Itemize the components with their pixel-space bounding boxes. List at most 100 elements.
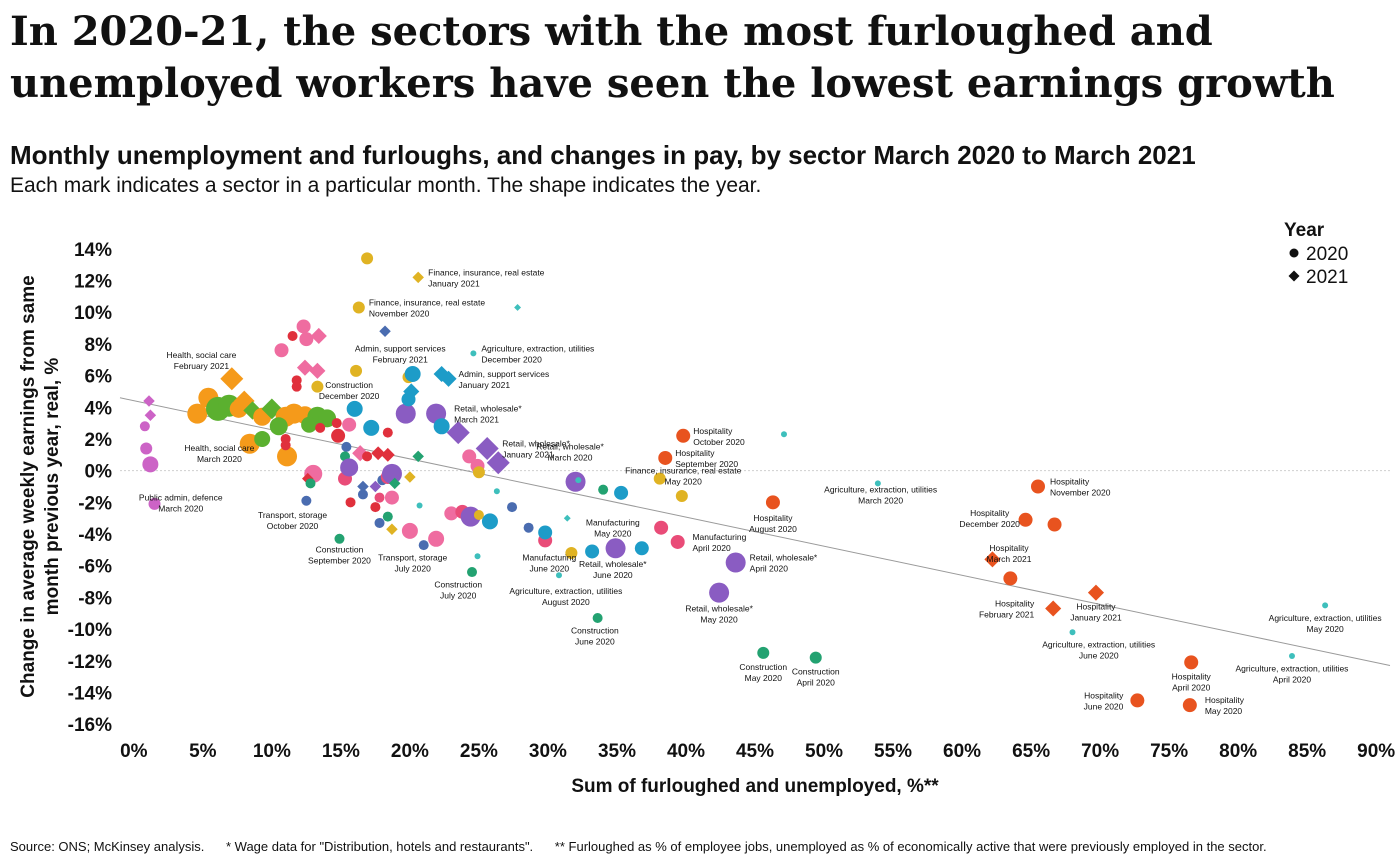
wage-data-note: * Wage data for "Distribution, hotels an…: [225, 839, 534, 854]
point-annotation: Retail, wholesale*: [685, 603, 753, 613]
chart-subtitle: Monthly unemployment and furloughs, and …: [10, 140, 1196, 170]
point-annotation: December 2020: [959, 519, 1020, 529]
data-point-diamond: [380, 447, 395, 462]
x-tick-label: 15%: [322, 741, 360, 762]
point-annotation: Retail, wholesale*: [579, 559, 647, 569]
data-point-circle: [538, 525, 553, 540]
point-annotation: February 2021: [979, 609, 1035, 619]
data-point-circle: [1184, 655, 1199, 670]
point-annotation: April 2020: [1172, 682, 1211, 692]
point-annotation: March 2021: [987, 554, 1032, 564]
x-tick-label: 60%: [943, 741, 981, 762]
data-point-circle: [1030, 479, 1045, 494]
data-point-circle: [363, 419, 380, 436]
point-annotation: April 2020: [750, 564, 789, 574]
y-tick-label: -6%: [78, 557, 112, 578]
data-point-diamond: [144, 409, 157, 421]
data-point-circle: [299, 332, 314, 347]
point-annotation: May 2020: [1205, 706, 1243, 716]
data-point-circle: [1130, 693, 1145, 708]
data-point-circle: [301, 495, 312, 506]
y-tick-label: -16%: [68, 715, 112, 736]
data-point-circle: [404, 366, 421, 383]
data-point-circle: [462, 449, 477, 464]
data-point-circle: [1288, 653, 1295, 660]
point-annotation: Transport, storage: [378, 553, 447, 563]
data-point-diamond: [352, 445, 369, 462]
point-annotation: Admin, support services: [355, 343, 446, 353]
data-point-circle: [352, 301, 365, 314]
point-annotation: September 2020: [675, 459, 738, 469]
data-point-circle: [274, 343, 289, 358]
point-annotation: Hospitality: [1205, 695, 1245, 705]
legend-label: 2020: [1306, 244, 1348, 265]
y-tick-label: 8%: [85, 335, 113, 356]
data-point-circle: [416, 502, 423, 509]
data-point-circle: [634, 541, 649, 556]
point-annotation: May 2020: [745, 673, 783, 683]
point-annotation: Agriculture, extraction, utilities: [509, 586, 622, 596]
x-tick-label: 90%: [1357, 741, 1395, 762]
y-tick-label: 12%: [74, 272, 112, 293]
point-annotation: Construction: [316, 545, 364, 555]
data-point-circle: [301, 416, 318, 433]
data-point-circle: [318, 409, 337, 428]
data-point-circle: [523, 522, 534, 533]
data-point-circle: [331, 418, 342, 429]
point-annotation: Finance, insurance, real estate: [428, 267, 545, 277]
data-point-diamond: [563, 514, 571, 522]
data-point-circle: [315, 422, 326, 433]
x-tick-label: 50%: [805, 741, 843, 762]
data-point-circle: [473, 510, 484, 521]
x-tick-label: 40%: [667, 741, 705, 762]
data-point-diamond: [233, 390, 255, 412]
trend-line: [119, 397, 1391, 667]
point-annotation: October 2020: [693, 437, 745, 447]
data-point-diamond: [296, 359, 314, 376]
data-point-circle: [565, 471, 586, 492]
y-axis-label-line: month previous year, real, %: [42, 358, 63, 616]
data-point-diamond: [371, 446, 386, 461]
point-annotation: February 2021: [174, 361, 230, 371]
point-annotation: June 2020: [1084, 701, 1124, 711]
point-annotation: Construction: [571, 625, 619, 635]
legend-title: Year: [1284, 220, 1325, 241]
point-annotation: December 2020: [481, 354, 542, 364]
point-annotation: Agriculture, extraction, utilities: [1269, 613, 1382, 623]
data-point-circle: [342, 417, 357, 432]
data-point-diamond: [403, 383, 420, 400]
point-annotation: December 2020: [319, 391, 380, 401]
data-point-circle: [401, 522, 418, 539]
data-point-circle: [370, 502, 381, 513]
data-point-circle: [598, 484, 609, 495]
x-tick-label: 30%: [529, 741, 567, 762]
data-point-circle: [305, 478, 316, 489]
data-point-circle: [139, 421, 150, 432]
point-annotation: Health, social care: [184, 443, 254, 453]
data-point-circle: [1322, 602, 1329, 609]
data-point-diamond: [386, 523, 398, 536]
point-annotation: June 2020: [575, 636, 615, 646]
point-annotation: Finance, insurance, real estate: [625, 465, 742, 475]
data-point-circle: [1047, 517, 1062, 532]
data-point-circle: [287, 330, 298, 341]
point-annotation: November 2020: [369, 308, 430, 318]
data-point-circle: [362, 451, 373, 462]
data-point-diamond: [440, 370, 457, 387]
data-point-diamond: [143, 395, 155, 407]
data-point-diamond: [446, 421, 470, 445]
x-tick-label: 5%: [189, 741, 217, 762]
point-annotation: Hospitality: [1084, 690, 1124, 700]
point-annotation: June 2020: [529, 564, 569, 574]
point-annotation: Construction: [434, 579, 482, 589]
data-point-diamond: [984, 551, 1001, 568]
point-annotation: Hospitality: [970, 508, 1010, 518]
data-point-diamond: [379, 325, 391, 337]
x-tick-label: 55%: [874, 741, 912, 762]
data-point-circle: [280, 440, 291, 451]
chart-description: Each mark indicates a sector in a partic…: [10, 174, 762, 197]
data-point-circle: [350, 364, 363, 377]
data-point-circle: [565, 547, 578, 560]
data-point-circle: [592, 613, 603, 624]
data-point-circle: [341, 441, 352, 452]
